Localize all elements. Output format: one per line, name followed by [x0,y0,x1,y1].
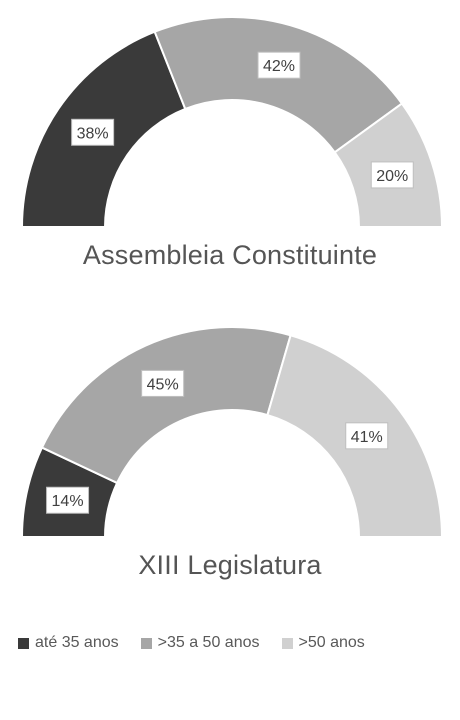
data-label-box-50-plus-chart-2 [345,422,389,450]
data-label-35-50-chart-2: 45% [147,376,179,393]
data-label-box-50-plus-chart-1 [370,161,414,189]
slice-35-50-chart-1 [153,16,404,154]
data-label-box-ate-35-chart-2 [46,486,90,514]
data-label-box-ate-35-chart-1 [71,118,115,146]
legend-item-ate-35: até 35 anos [18,634,119,652]
data-label-50-plus-chart-2: 41% [351,429,383,446]
data-label-35-50-chart-1: 42% [263,58,295,75]
legend-swatch-35-50 [140,637,152,649]
data-label-ate-35-chart-2: 14% [52,493,84,510]
data-label-box-35-50-chart-1 [257,51,301,79]
legend-item-50-plus: >50 anos [281,634,365,652]
half-donut-chart-1: 38% 42% 20% [20,16,444,228]
data-label-ate-35-chart-1: 38% [77,125,109,142]
legend-swatch-50-plus [281,637,293,649]
slice-35-50-chart-2 [40,326,292,485]
legend-item-35-50: >35 a 50 anos [140,634,260,652]
data-label-50-plus-chart-1: 20% [376,168,408,185]
legend: até 35 anos >35 a 50 anos >50 anos [18,634,365,652]
legend-label-35-50: >35 a 50 anos [157,634,260,651]
data-label-box-35-50-chart-2 [141,369,185,397]
chart-title-legislatura: XIII Legislatura [138,550,322,580]
legend-label-ate-35: até 35 anos [35,634,119,651]
half-donut-chart-2: 14% 45% 41% [20,326,444,538]
chart-title-assembleia: Assembleia Constituinte [82,240,378,270]
legend-swatch-ate-35 [18,637,29,649]
legend-label-50-plus: >50 anos [298,634,365,651]
